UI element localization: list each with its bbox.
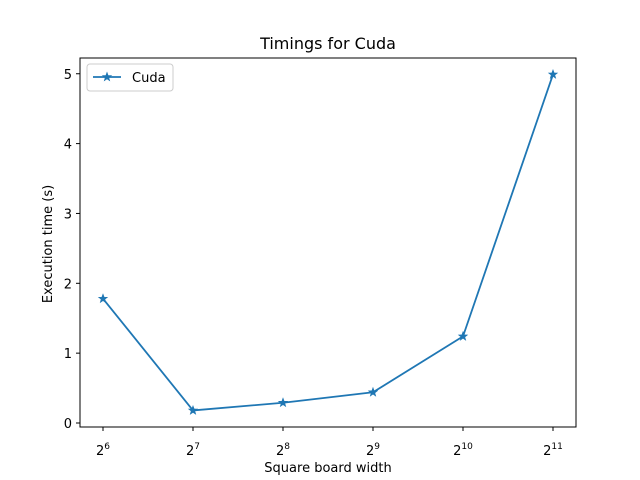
legend: Cuda [86, 63, 174, 92]
y-axis: 0 1 2 3 4 5 [64, 68, 80, 432]
data-point [547, 68, 559, 79]
y-tick-label: 3 [64, 207, 72, 222]
legend-box [86, 63, 174, 92]
chart-title: Timings for Cuda [259, 34, 396, 53]
data-point [457, 330, 469, 341]
data-point [277, 397, 289, 408]
plot-area [79, 57, 577, 428]
data-point [187, 404, 199, 415]
x-tick-label: 211 [543, 442, 563, 459]
y-axis-label: Execution time (s) [41, 185, 56, 303]
x-tick-label: 210 [453, 442, 473, 459]
legend-label: Cuda [132, 71, 166, 86]
x-tick-label: 27 [186, 442, 200, 459]
legend-marker [101, 71, 113, 82]
y-tick-label: 2 [64, 277, 72, 292]
x-tick-label: 28 [276, 442, 290, 459]
data-point [97, 293, 109, 304]
y-tick-label: 0 [64, 417, 72, 432]
series-line [102, 74, 554, 412]
x-tick-label: 26 [96, 442, 110, 459]
x-axis: 26 27 28 29 210 211 [96, 427, 563, 459]
x-axis-label: Square board width [264, 461, 391, 476]
y-tick-label: 5 [64, 68, 72, 83]
series-layer [97, 68, 559, 415]
x-tick-label: 29 [366, 442, 380, 459]
y-tick-label: 1 [64, 347, 72, 362]
data-point [367, 386, 379, 397]
y-tick-label: 4 [64, 138, 72, 153]
